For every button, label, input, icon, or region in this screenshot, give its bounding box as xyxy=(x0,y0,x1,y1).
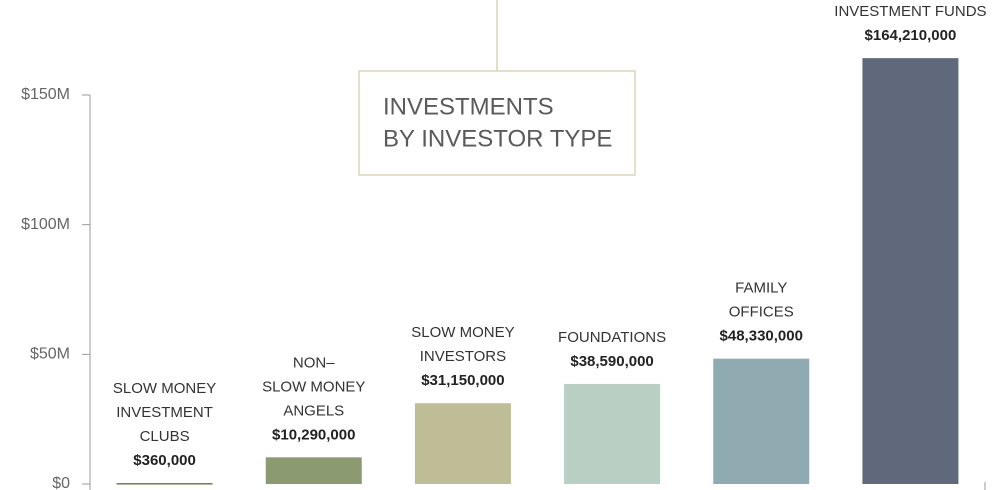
y-tick-label: $100M xyxy=(21,216,70,233)
value-label: $10,290,000 xyxy=(272,426,355,443)
value-label: $38,590,000 xyxy=(570,353,653,370)
y-tick-label: $150M xyxy=(21,86,70,103)
category-label: INVESTMENT FUNDS xyxy=(834,3,986,20)
chart-title: BY INVESTOR TYPE xyxy=(383,125,612,152)
category-label: FAMILY xyxy=(735,280,787,297)
bar xyxy=(713,358,810,484)
category-label: SLOW MONEY xyxy=(262,378,365,395)
category-label: INVESTORS xyxy=(420,348,506,365)
bar xyxy=(116,483,213,485)
y-tick-label: $0 xyxy=(52,475,70,490)
category-label: SLOW MONEY xyxy=(411,324,514,341)
bar xyxy=(414,403,511,484)
title-box xyxy=(358,70,636,176)
y-tick-label: $50M xyxy=(30,346,70,363)
category-label: OFFICES xyxy=(729,304,794,321)
category-label: FOUNDATIONS xyxy=(558,329,666,346)
bar xyxy=(564,383,661,484)
bar xyxy=(265,457,362,484)
value-label: $360,000 xyxy=(133,452,196,469)
chart-title: INVESTMENTS xyxy=(383,93,554,120)
category-label: SLOW MONEY xyxy=(113,380,216,397)
category-label: ANGELS xyxy=(283,402,344,419)
value-label: $48,330,000 xyxy=(720,328,803,345)
category-label: INVESTMENT xyxy=(116,404,213,421)
category-label: CLUBS xyxy=(140,428,190,445)
value-label: $31,150,000 xyxy=(421,372,504,389)
category-label: NON– xyxy=(293,354,335,371)
bar xyxy=(862,58,959,484)
value-label: $164,210,000 xyxy=(865,27,957,44)
